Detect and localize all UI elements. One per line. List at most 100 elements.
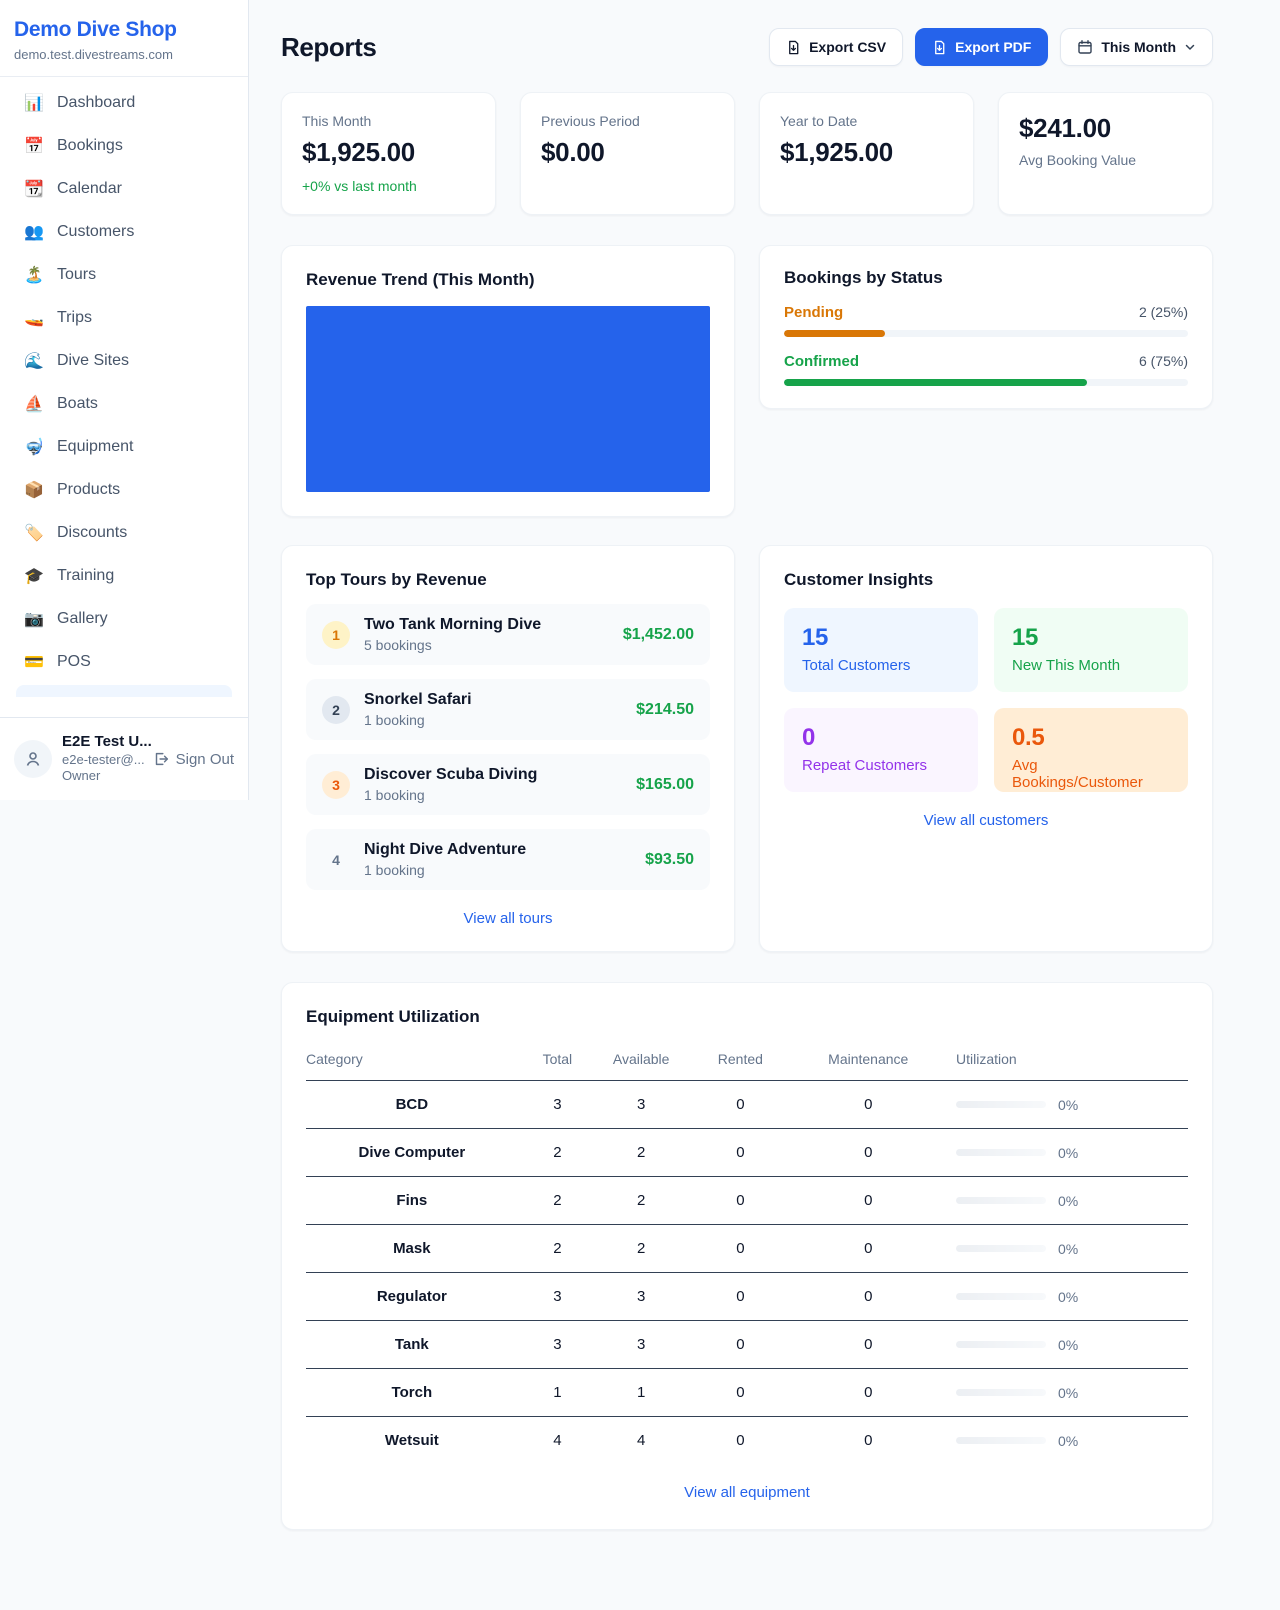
package-icon: 📦 <box>24 481 44 499</box>
table-row: Tank 3 3 0 0 0% <box>306 1320 1188 1369</box>
table-header-row: Category Total Available Rented Maintena… <box>306 1045 1188 1081</box>
view-all-equipment-link[interactable]: View all equipment <box>684 1484 810 1501</box>
tour-revenue: $1,452.00 <box>622 625 694 643</box>
equipment-maintenance: 0 <box>795 1272 941 1321</box>
equipment-utilization-title: Equipment Utilization <box>306 1007 480 1026</box>
tour-name: Two Tank Morning Dive <box>364 616 542 633</box>
insight-label: Total Customers <box>802 657 911 674</box>
sidebar-item-discounts[interactable]: 🏷️ Discounts <box>8 511 240 554</box>
sidebar-item-customers[interactable]: 👥 Customers <box>8 210 240 253</box>
equipment-maintenance: 0 <box>795 1368 941 1417</box>
column-header-rented: Rented <box>685 1045 796 1081</box>
sidebar-item-label: Dive Sites <box>57 351 130 369</box>
file-download-icon <box>789 40 799 54</box>
progress-fill <box>784 330 885 337</box>
status-row-pending: Pending 2 (25%) <box>784 304 1188 337</box>
sidebar-item-tours[interactable]: 🏝️ Tours <box>8 253 240 296</box>
equipment-maintenance: 0 <box>795 1320 941 1369</box>
bookings-by-status-title: Bookings by Status <box>784 268 943 287</box>
tag-icon: 🏷️ <box>24 524 44 542</box>
tour-list-item: 3 Discover Scuba Diving 1 booking $165.0… <box>306 754 710 815</box>
equipment-available: 2 <box>597 1128 686 1177</box>
sidebar-item-label: Dashboard <box>57 93 136 111</box>
sidebar-item-label: Calendar <box>57 179 122 197</box>
stat-label: Previous Period <box>541 113 640 129</box>
insight-value: 0 <box>802 724 816 751</box>
stat-label: Year to Date <box>780 113 858 129</box>
sidebar-item-dive-sites[interactable]: 🌊 Dive Sites <box>8 339 240 382</box>
stat-label: Avg Booking Value <box>1019 152 1137 168</box>
tours-island-icon: 🏝️ <box>24 266 44 284</box>
bookings-by-status-card: Bookings by Status Pending 2 (25%) Confi… <box>759 245 1213 409</box>
progress-fill <box>784 379 1087 386</box>
tour-name: Snorkel Safari <box>364 691 472 708</box>
view-all-customers-link[interactable]: View all customers <box>923 812 1049 829</box>
revenue-trend-card: Revenue Trend (This Month) <box>281 245 735 517</box>
sidebar-item-label: Trips <box>57 308 92 326</box>
insight-tile-avg-bookings: 0.5 Avg Bookings/Customer <box>994 708 1188 792</box>
equipment-category: BCD <box>306 1080 518 1129</box>
diving-mask-icon: 🤿 <box>24 438 44 456</box>
stat-label: This Month <box>302 113 372 129</box>
tour-name: Discover Scuba Diving <box>364 766 538 783</box>
utilization-bar <box>956 1341 1046 1348</box>
equipment-total: 4 <box>553 1432 562 1449</box>
sidebar-item-equipment[interactable]: 🤿 Equipment <box>8 425 240 468</box>
sidebar-item-pos[interactable]: 💳 POS <box>8 640 240 683</box>
insights-grid: 15 Total Customers 15 New This Month 0 R… <box>784 608 1188 792</box>
header-actions: Export CSV Export PDF This Month <box>769 28 1213 66</box>
equipment-available: 2 <box>597 1224 686 1273</box>
view-all-tours-link[interactable]: View all tours <box>463 910 553 927</box>
stat-card-year-to-date: Year to Date $1,925.00 <box>759 92 974 215</box>
utilization-bar <box>956 1149 1046 1156</box>
sidebar-item-trips[interactable]: 🚤 Trips <box>8 296 240 339</box>
equipment-total: 1 <box>517 1368 598 1417</box>
sidebar-item-bookings[interactable]: 📅 Bookings <box>8 124 240 167</box>
stat-value: $1,925.00 <box>302 137 415 167</box>
sidebar: Demo Dive Shop demo.test.divestreams.com… <box>0 0 249 800</box>
sign-out-button[interactable]: Sign Out <box>152 750 234 768</box>
insight-label: Avg Bookings/Customer <box>1012 757 1143 791</box>
table-row: BCD 3 3 0 0 0% <box>306 1080 1188 1129</box>
shop-name: Demo Dive Shop <box>14 18 177 41</box>
equipment-available: 4 <box>636 1432 646 1449</box>
sidebar-item-gallery[interactable]: 📷 Gallery <box>8 597 240 640</box>
period-selector-dropdown[interactable]: This Month <box>1060 28 1213 66</box>
tour-revenue: $165.00 <box>636 775 694 793</box>
sidebar-item-dashboard[interactable]: 📊 Dashboard <box>8 81 240 124</box>
sidebar-item-calendar[interactable]: 📆 Calendar <box>8 167 240 210</box>
sidebar-item-products[interactable]: 📦 Products <box>8 468 240 511</box>
insight-label: New This Month <box>1012 657 1121 674</box>
user-info: E2E Test U... e2e-tester@... Owner <box>62 733 152 784</box>
export-csv-button[interactable]: Export CSV <box>769 28 904 66</box>
table-row: Torch 1 1 0 0 0% <box>306 1368 1188 1417</box>
user-email: e2e-tester@... <box>62 752 145 768</box>
utilization-bar <box>956 1245 1046 1252</box>
rank-badge: 2 <box>322 695 350 724</box>
charts-row: Revenue Trend (This Month) Bookings by S… <box>281 245 1213 517</box>
equipment-total: 3 <box>517 1320 598 1369</box>
export-pdf-button[interactable]: Export PDF <box>915 28 1049 66</box>
sidebar-item-label: Equipment <box>57 437 134 455</box>
equipment-total: 2 <box>517 1224 598 1273</box>
top-tours-card: Top Tours by Revenue 1 Two Tank Morning … <box>281 545 735 952</box>
sidebar-item-training[interactable]: 🎓 Training <box>8 554 240 597</box>
active-nav-pill-reports[interactable] <box>16 685 232 697</box>
equipment-table: Category Total Available Rented Maintena… <box>306 1045 1188 1464</box>
equipment-category: Wetsuit <box>384 1432 439 1449</box>
status-label: Confirmed <box>784 353 859 370</box>
equipment-available: 1 <box>597 1368 686 1417</box>
export-csv-label: Export CSV <box>809 39 887 55</box>
stat-card-avg-booking-value: $241.00 Avg Booking Value <box>998 92 1213 215</box>
equipment-maintenance: 0 <box>795 1080 941 1129</box>
tour-bookings-count: 1 booking <box>364 712 425 728</box>
equipment-rented: 0 <box>736 1432 745 1449</box>
column-header-available: Available <box>597 1045 686 1081</box>
equipment-total: 3 <box>517 1080 598 1129</box>
equipment-total: 2 <box>517 1128 598 1177</box>
sidebar-item-boats[interactable]: ⛵ Boats <box>8 382 240 425</box>
stat-delta: +0% vs last month <box>302 178 417 194</box>
equipment-category: Regulator <box>306 1272 518 1321</box>
status-label: Pending <box>784 304 844 321</box>
utilization-percent: 0% <box>1058 1288 1079 1305</box>
